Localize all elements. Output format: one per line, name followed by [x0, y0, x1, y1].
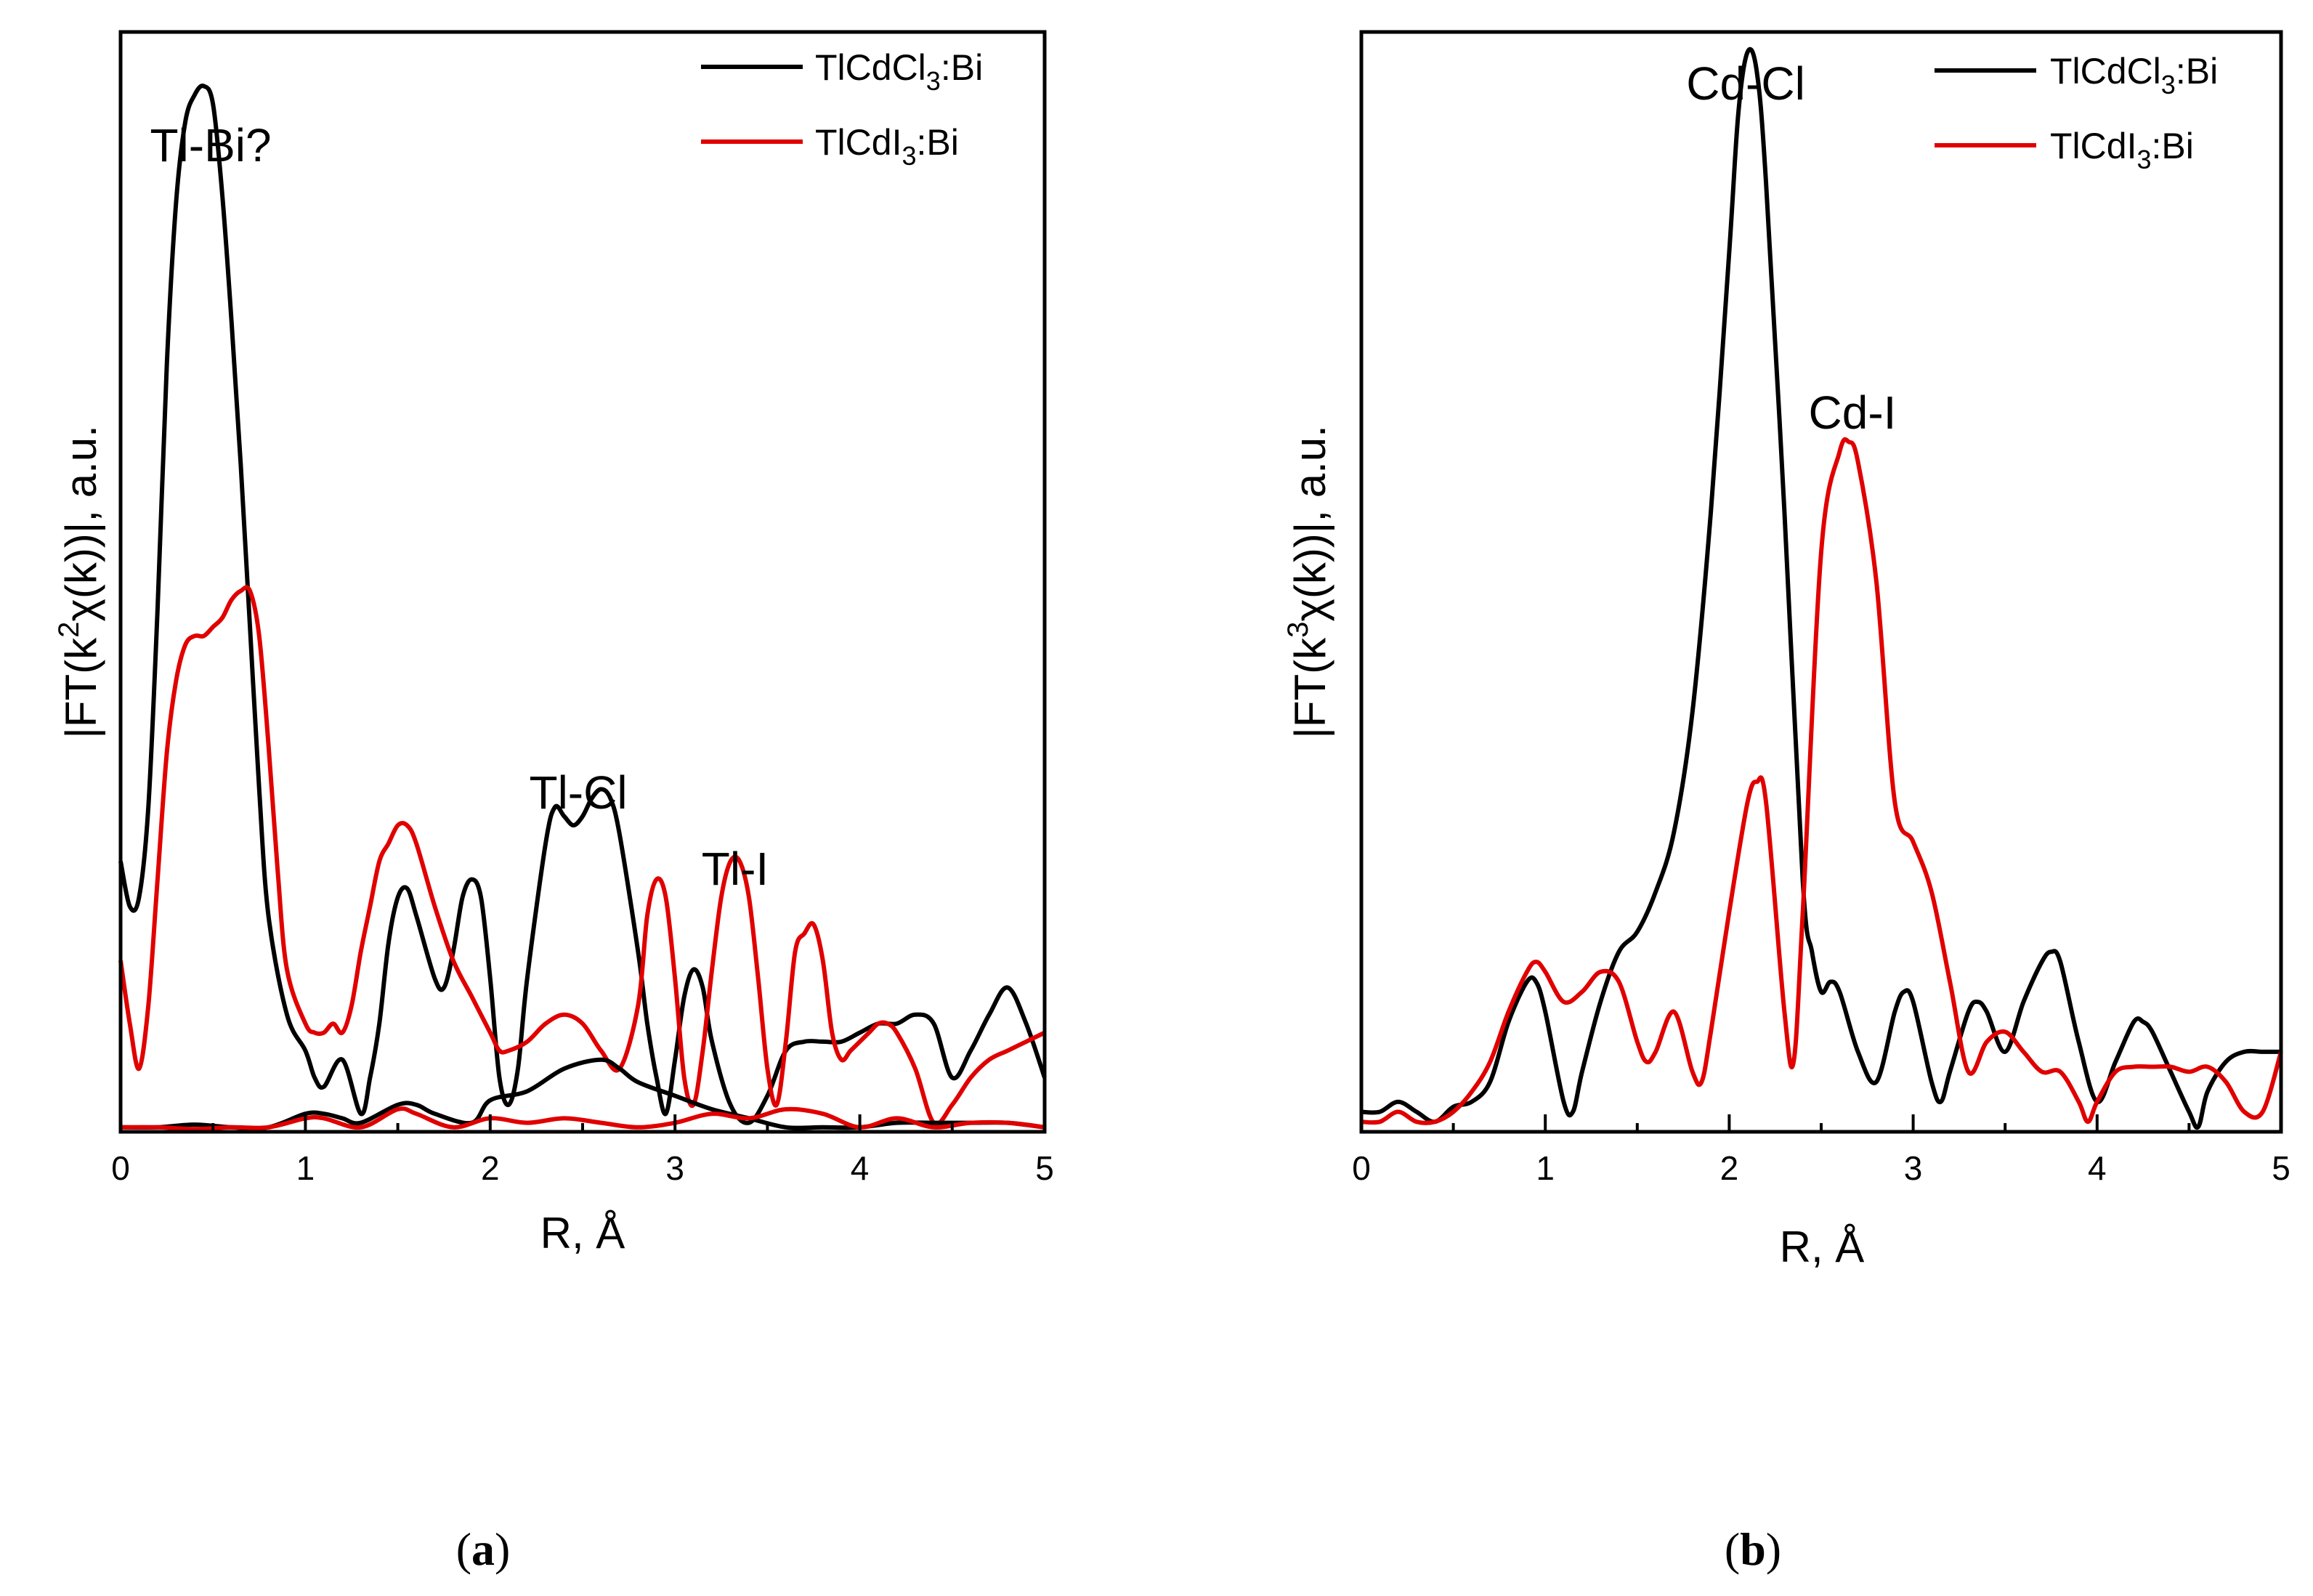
panel-a-legend-entry-1: TlCdCl3:Bi [815, 47, 983, 96]
panel-a-x-tick-label-0: 0 [111, 1149, 130, 1187]
panel-a-series [118, 84, 1047, 1132]
panel-b-legend: TlCdCl3:Bi TlCdI3:Bi [1935, 51, 2218, 174]
panel-a-label: (a) [456, 1523, 511, 1575]
panel-b-series [1361, 46, 2283, 1130]
panel-b-x-tick-label-4: 4 [2088, 1149, 2107, 1187]
panel-b-x-tick-label-0: 0 [1352, 1149, 1371, 1187]
panel-a-x-axis: 0 1 2 3 4 5 [111, 1114, 1054, 1187]
panel-b-series-line-2 [1361, 437, 2283, 1125]
panel-a-legend-entry-2: TlCdI3:Bi [815, 122, 959, 171]
panel-a-series-line-4 [120, 1106, 1045, 1132]
panel-b-x-tick-label-2: 2 [1720, 1149, 1739, 1187]
panel-a-annotation-tl-cl: Tl-Cl [529, 766, 627, 819]
panel-b-x-axis-label: R, Å [1780, 1223, 1865, 1271]
panel-a-x-tick-label-1: 1 [296, 1149, 315, 1187]
panel-b-legend-entry-2: TlCdI3:Bi [2050, 126, 2194, 174]
panel-a-x-tick-label-2: 2 [481, 1149, 500, 1187]
panel-b-x-tick-label-3: 3 [1904, 1149, 1923, 1187]
panel-b-legend-entry-1: TlCdCl3:Bi [2050, 51, 2218, 100]
panel-a-y-axis-label: |FT(k2χ(k))|, a.u. [53, 425, 105, 739]
panel-b-y-axis-label: |FT(k3χ(k))|, a.u. [1282, 425, 1334, 739]
panel-b: 0 1 2 3 4 5 R, Å |FT(k3χ(k))|, a.u. TlCdCl3:B… [1282, 30, 2290, 1575]
panel-a-x-axis-label: R, Å [540, 1209, 625, 1257]
panel-b-label: (b) [1725, 1523, 1781, 1575]
panel-a-annotation-tl-i: Tl-I [702, 843, 769, 895]
panel-a-x-tick-label-4: 4 [851, 1149, 870, 1187]
panel-a-annotation-tl-bi: Tl-Bi? [150, 119, 271, 171]
panel-a: 0 1 2 3 4 5 R, Å |FT(k2χ(k))|, a.u. TlCdCl3:B… [53, 30, 1054, 1575]
panel-a-x-tick-label-3: 3 [665, 1149, 684, 1187]
panel-a-x-tick-label-5: 5 [1035, 1149, 1054, 1187]
panel-b-annotation-cd-i: Cd-I [1809, 386, 1897, 439]
panel-a-legend: TlCdCl3:Bi TlCdI3:Bi [701, 47, 983, 171]
panel-b-x-tick-label-5: 5 [2272, 1149, 2290, 1187]
panel-b-x-axis: 0 1 2 3 4 5 [1352, 1114, 2290, 1187]
panel-a-series-line-2 [118, 585, 1046, 1127]
panel-b-annotation-cd-cl: Cd-Cl [1686, 57, 1805, 110]
panel-b-x-tick-label-1: 1 [1536, 1149, 1555, 1187]
